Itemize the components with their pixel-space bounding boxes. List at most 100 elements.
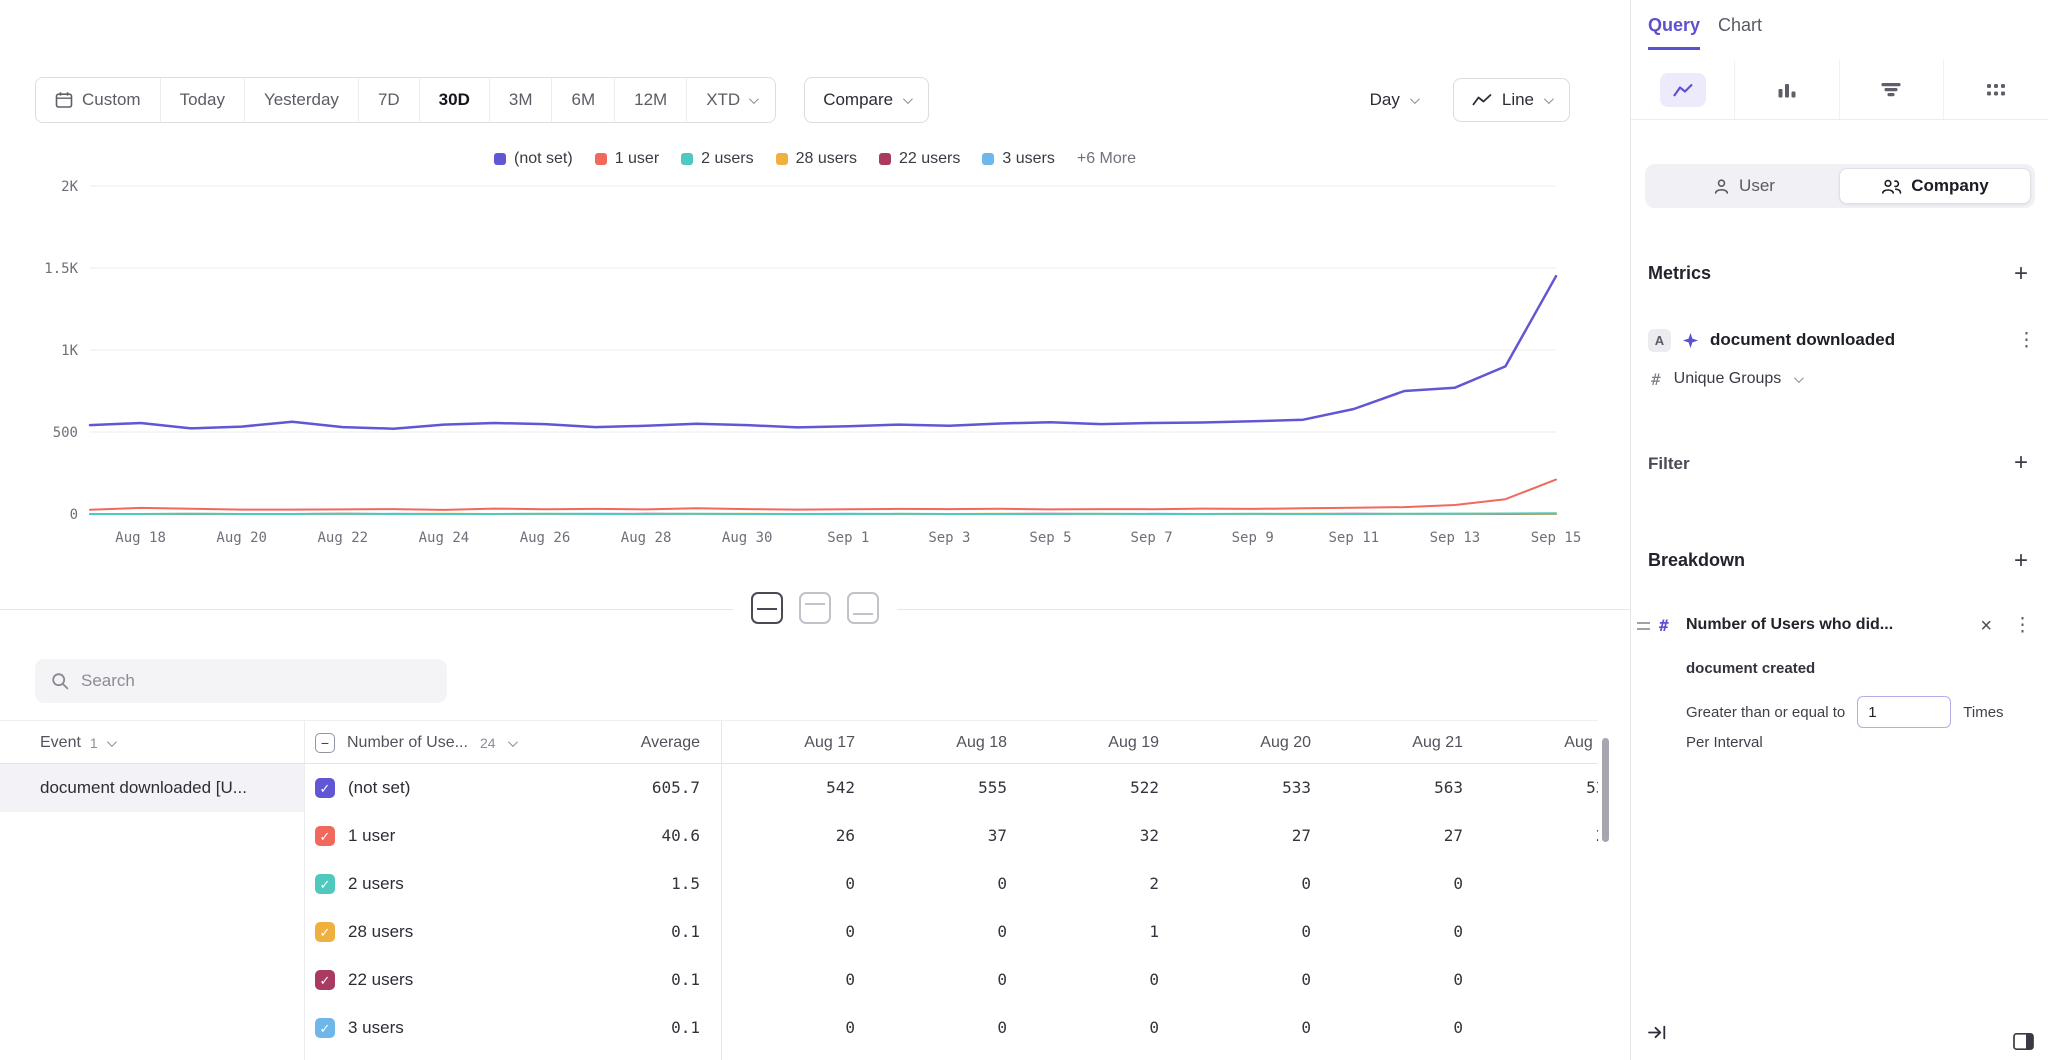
number-icon: # [1651,370,1661,389]
table-row[interactable]: ✓ 2 users 1.5 002000 [304,860,1598,908]
tab-segmentation-chart[interactable] [1631,60,1735,119]
average-value: 0.1 [520,908,720,956]
granularity-dropdown[interactable]: Day [1352,77,1435,123]
event-list-item[interactable]: document downloaded [U... [0,764,304,812]
metric-event-name[interactable]: document downloaded [1710,330,1895,350]
svg-text:Sep 3: Sep 3 [928,530,970,546]
collapse-panel-icon[interactable] [1647,1024,1668,1046]
breakdown-section-title: Breakdown [1648,550,1745,571]
svg-text:Sep 1: Sep 1 [827,530,869,546]
tab-more-charts[interactable] [1944,60,2048,119]
breakdown-event-name[interactable]: document created [1686,660,1815,677]
date-column-header[interactable]: Aug 19 [1025,721,1177,765]
tab-funnel-chart[interactable] [1840,60,1944,119]
table-row[interactable]: ✓ 1 user 40.6 263732272728 [304,812,1598,860]
series-checkbox[interactable]: ✓ [315,922,335,942]
event-column-header[interactable]: Event 1 [40,721,114,765]
value-cell: 28 [1481,812,1598,860]
add-filter-button[interactable]: + [2010,452,2032,474]
value-cell: 533 [1177,764,1329,812]
drag-handle-icon[interactable] [1637,622,1650,630]
group-column-header: − Number of Use... 24 [315,721,515,765]
range-12m[interactable]: 12M [614,78,686,122]
value-cell: 0 [1177,1004,1329,1052]
breakdown-menu-icon[interactable]: ⋮ [2013,616,2032,635]
metric-badge: A [1648,329,1671,352]
audience-company-button[interactable]: Company [1839,168,2031,204]
tab-query[interactable]: Query [1648,15,1700,50]
toggle-sidebar-icon[interactable] [2013,1032,2034,1056]
granularity-label: Day [1370,90,1400,110]
custom-range-button[interactable]: Custom [36,78,160,122]
metric-row[interactable]: A document downloaded ⋮ [1648,326,2038,354]
range-yesterday[interactable]: Yesterday [244,78,358,122]
range-3m[interactable]: 3M [489,78,552,122]
compare-button[interactable]: Compare [804,77,929,123]
value-cell: 27 [1177,812,1329,860]
series-checkbox[interactable]: ✓ [315,970,335,990]
value-cell: 555 [873,764,1025,812]
series-checkbox[interactable]: ✓ [315,778,335,798]
table-scrollbar[interactable] [1602,738,1609,842]
compare-label: Compare [823,90,893,110]
metric-menu-icon[interactable]: ⋮ [2017,331,2036,350]
table-row[interactable]: ✓ (not set) 605.7 542555522533563530 [304,764,1598,812]
group-header-label[interactable]: Number of Use... [347,734,468,752]
date-column-header[interactable]: Aug 22 [1481,721,1598,765]
date-column-header[interactable]: Aug 17 [721,721,873,765]
layout-table-only-icon[interactable] [847,592,879,624]
add-metric-button[interactable]: + [2010,263,2032,285]
tab-chart[interactable]: Chart [1718,15,1762,36]
series-checkbox[interactable]: ✓ [315,1018,335,1038]
date-column-header[interactable]: Aug 21 [1329,721,1481,765]
series-label[interactable]: (not set) [348,764,410,812]
value-cell: 0 [873,956,1025,1004]
metric-aggregation-row[interactable]: # Unique Groups [1651,366,1801,392]
date-column-header[interactable]: Aug 20 [1177,721,1329,765]
value-cell: 0 [873,908,1025,956]
condition-value-input[interactable] [1857,696,1951,728]
series-label[interactable]: 28 users [348,908,413,956]
series-label[interactable]: 2 users [348,860,404,908]
layout-chart-only-icon[interactable] [799,592,831,624]
audience-toggle: User Company [1645,164,2035,208]
chevron-down-icon [507,737,517,747]
event-count: 1 [90,735,98,751]
custom-range-label: Custom [82,90,141,110]
search-input[interactable] [81,671,431,691]
times-label: Times [1963,704,2003,721]
average-column-header[interactable]: Average [520,721,720,765]
add-breakdown-button[interactable]: + [2010,550,2032,572]
table-row[interactable]: ✓ 28 users 0.1 001000 [304,908,1598,956]
range-xtd-dropdown[interactable]: XTD [686,78,775,122]
series-label[interactable]: 3 users [348,1004,404,1052]
per-interval-label[interactable]: Per Interval [1686,734,1763,751]
breakdown-property-name[interactable]: Number of Users who did... [1686,616,1893,634]
series-label[interactable]: 22 users [348,956,413,1004]
select-all-checkbox[interactable]: − [315,733,335,753]
series-label[interactable]: 1 user [348,812,395,860]
svg-text:Sep 7: Sep 7 [1131,530,1173,546]
chart-type-dropdown[interactable]: Line [1453,78,1570,122]
range-7d[interactable]: 7D [358,78,419,122]
more-charts-icon [1985,82,2007,98]
range-today[interactable]: Today [160,78,244,122]
chevron-down-icon [749,94,759,104]
tab-bar-chart[interactable] [1735,60,1839,119]
value-cell: 1 [1025,908,1177,956]
close-icon[interactable]: × [1980,614,1992,638]
value-cell: 0 [721,860,873,908]
series-checkbox[interactable]: ✓ [315,874,335,894]
table-row[interactable]: ✓ 22 users 0.1 000000 [304,956,1598,1004]
query-panel: Query Chart User [1630,0,2048,1060]
table-row[interactable]: ✓ 3 users 0.1 000000 [304,1004,1598,1052]
chevron-down-icon [107,737,117,747]
svg-text:Aug 28: Aug 28 [621,530,672,546]
range-30d[interactable]: 30D [419,78,489,122]
layout-split-icon[interactable] [751,592,783,624]
audience-user-button[interactable]: User [1649,168,1839,204]
series-checkbox[interactable]: ✓ [315,826,335,846]
date-column-header[interactable]: Aug 18 [873,721,1025,765]
range-6m[interactable]: 6M [551,78,614,122]
condition-label[interactable]: Greater than or equal to [1686,704,1845,721]
